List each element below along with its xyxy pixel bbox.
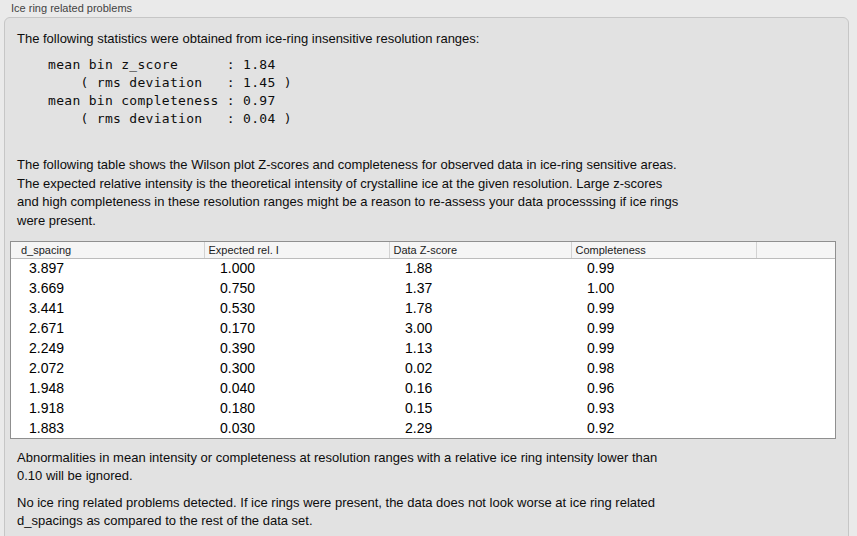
stats-block: mean bin z_score : 1.84 ( rms deviation … [48,56,292,128]
column-header-empty [756,242,835,258]
table-cell: 0.15 [389,398,571,418]
table-cell-empty [756,398,835,418]
table-row[interactable]: 2.0720.3000.020.98 [11,358,835,378]
table-cell: 1.948 [11,378,204,398]
column-header-data-z-score[interactable]: Data Z-score [389,242,571,258]
table-cell: 1.37 [389,278,571,298]
table-cell: 1.918 [11,398,204,418]
table-cell: 3.441 [11,298,204,318]
table-cell-empty [756,298,835,318]
column-header-completeness[interactable]: Completeness [571,242,756,258]
table-cell: 0.180 [204,398,389,418]
table-cell: 3.669 [11,278,204,298]
table-cell-empty [756,258,835,278]
table-cell: 0.750 [204,278,389,298]
table-row[interactable]: 2.6710.1703.000.99 [11,318,835,338]
table-cell: 2.249 [11,338,204,358]
table-cell: 0.030 [204,418,389,438]
ice-ring-table[interactable]: d_spacing Expected rel. I Data Z-score C… [10,241,836,439]
table-row[interactable]: 1.9480.0400.160.96 [11,378,835,398]
intro-text: The following statistics were obtained f… [17,30,479,48]
column-header-expected-rel-i[interactable]: Expected rel. I [204,242,389,258]
table-row[interactable]: 1.8830.0302.290.92 [11,418,835,438]
table-row[interactable]: 3.6690.7501.371.00 [11,278,835,298]
table-cell: 1.78 [389,298,571,318]
table-cell: 2.072 [11,358,204,378]
ice-ring-table-body: 3.8971.0001.880.993.6690.7501.371.003.44… [11,258,835,438]
table-row[interactable]: 3.4410.5301.780.99 [11,298,835,318]
table-cell: 1.00 [571,278,756,298]
table-cell: 0.96 [571,378,756,398]
table-cell: 0.16 [389,378,571,398]
column-header-d-spacing[interactable]: d_spacing [11,242,204,258]
table-cell-empty [756,318,835,338]
table-description: The following table shows the Wilson plo… [17,156,678,230]
table-cell: 0.170 [204,318,389,338]
table-row[interactable]: 2.2490.3901.130.99 [11,338,835,358]
table-cell-empty [756,358,835,378]
table-cell: 3.897 [11,258,204,278]
table-cell: 0.98 [571,358,756,378]
table-cell: 0.92 [571,418,756,438]
ignore-note-text: Abnormalities in mean intensity or compl… [17,449,657,485]
panel-title: Ice ring related problems [11,2,132,14]
table-cell: 3.00 [389,318,571,338]
table-cell: 1.13 [389,338,571,358]
table-cell: 1.883 [11,418,204,438]
table-cell: 0.530 [204,298,389,318]
table-cell-empty [756,338,835,358]
table-cell: 0.99 [571,258,756,278]
table-cell: 0.300 [204,358,389,378]
table-header: d_spacing Expected rel. I Data Z-score C… [11,242,835,258]
table-cell: 0.390 [204,338,389,358]
table-cell: 2.671 [11,318,204,338]
table-cell: 1.88 [389,258,571,278]
table-cell: 0.02 [389,358,571,378]
table-cell: 1.000 [204,258,389,278]
conclusion-text: No ice ring related problems detected. I… [17,494,655,530]
table-cell: 0.99 [571,318,756,338]
table-cell: 2.29 [389,418,571,438]
table-cell: 0.99 [571,338,756,358]
table-cell-empty [756,378,835,398]
table-row[interactable]: 3.8971.0001.880.99 [11,258,835,278]
table-cell: 0.99 [571,298,756,318]
table-cell: 0.93 [571,398,756,418]
table-cell-empty [756,418,835,438]
table-cell: 0.040 [204,378,389,398]
table-row[interactable]: 1.9180.1800.150.93 [11,398,835,418]
table-cell-empty [756,278,835,298]
